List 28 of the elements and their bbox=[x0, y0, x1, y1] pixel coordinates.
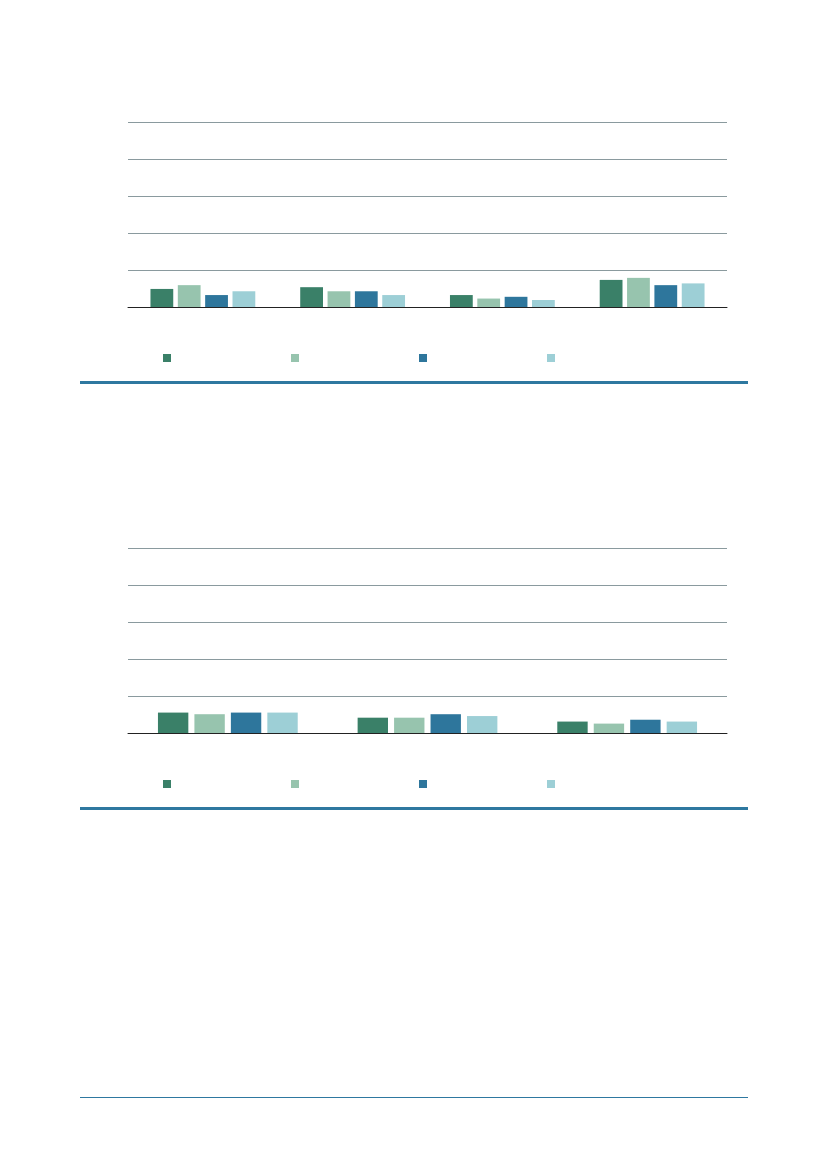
bar bbox=[666, 721, 698, 733]
bar bbox=[504, 296, 528, 307]
bar bbox=[205, 295, 228, 307]
bar bbox=[157, 712, 189, 733]
bar bbox=[230, 712, 262, 733]
bar bbox=[150, 288, 174, 307]
bar bbox=[300, 287, 323, 307]
bar bbox=[232, 291, 256, 307]
bar bbox=[177, 285, 201, 307]
bar bbox=[681, 283, 705, 307]
bar bbox=[382, 295, 406, 307]
bar bbox=[477, 298, 501, 307]
bar bbox=[557, 721, 588, 733]
bar bbox=[430, 714, 461, 733]
bar bbox=[354, 291, 378, 307]
bar bbox=[627, 277, 650, 307]
bar bbox=[267, 712, 298, 733]
bar bbox=[394, 717, 425, 733]
bar bbox=[654, 285, 678, 307]
bar bbox=[599, 279, 623, 307]
bar bbox=[467, 716, 498, 733]
bar bbox=[532, 300, 555, 307]
bar bbox=[593, 723, 625, 733]
bar bbox=[357, 717, 388, 733]
bar bbox=[630, 719, 661, 733]
bar bbox=[449, 295, 473, 307]
bar bbox=[194, 714, 225, 733]
bar bbox=[327, 291, 351, 307]
